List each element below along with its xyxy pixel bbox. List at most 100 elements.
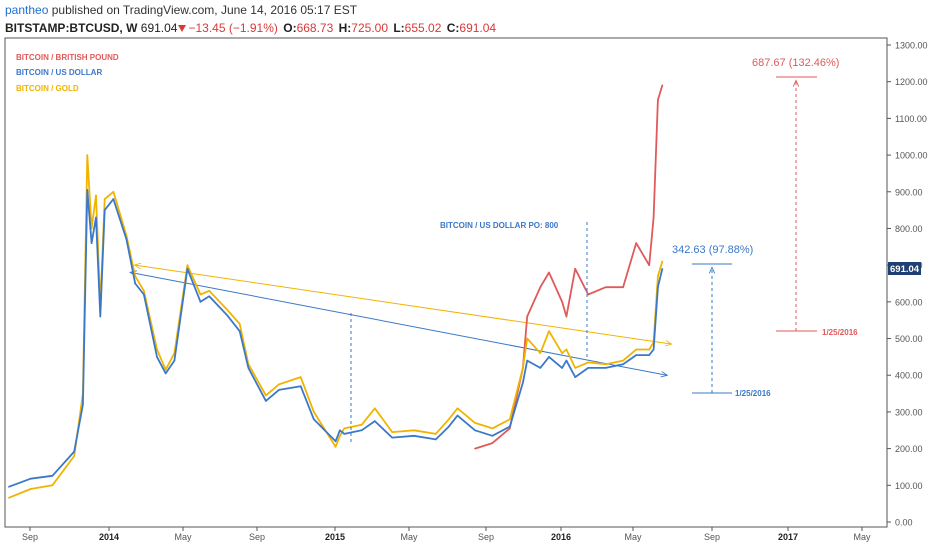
data-point-usd (339, 429, 341, 432)
open-label: O: (283, 21, 297, 35)
data-point-gold (434, 433, 437, 435)
x-axis[interactable]: Sep 2014 May Sep 2015 May Sep 2016 May Sep 2017 May (22, 527, 871, 542)
data-point-gbp (652, 216, 655, 219)
data-point-usd (509, 425, 511, 428)
data-point-gbp (661, 84, 664, 87)
legend-gbp: BITCOIN / BRITISH POUND (16, 53, 119, 62)
data-point-gold (339, 434, 341, 437)
data-point-gold (391, 431, 393, 433)
data-point-usd (574, 376, 576, 378)
data-point-gold (225, 308, 228, 310)
data-point-usd (343, 433, 346, 435)
y-tick-label: 200.00 (895, 444, 923, 454)
data-point-gold (265, 394, 267, 397)
data-point-usd (173, 359, 176, 362)
trendlines[interactable] (131, 265, 671, 375)
current-price-badge-bg (888, 262, 921, 275)
plot-frame (4, 37, 888, 528)
x-tick-label: May (174, 532, 192, 542)
y-tick-label: 900.00 (895, 187, 923, 197)
data-point-gold (86, 154, 89, 156)
price-down-arrow-icon (178, 25, 187, 33)
data-point-usd (8, 485, 10, 488)
open-value: 668.73 (296, 21, 334, 35)
data-point-gold (51, 484, 54, 487)
usd-date-label: 1/25/2016 (735, 389, 771, 398)
data-point-gbp (561, 301, 563, 303)
x-tick-label: Sep (249, 532, 265, 542)
data-point-usd (373, 420, 376, 422)
data-point-gold (526, 337, 529, 340)
data-point-usd (125, 238, 128, 241)
x-tick-label: 2017 (778, 532, 798, 542)
legend-gold: BITCOIN / GOLD (16, 84, 79, 93)
data-point-gold (299, 376, 302, 378)
data-point-gbp (526, 315, 529, 318)
data-point-usd (186, 268, 189, 270)
gold-trendline[interactable] (135, 265, 671, 344)
data-point-usd (456, 414, 459, 417)
x-tick-label: Sep (22, 532, 38, 542)
data-point-usd (648, 354, 651, 356)
data-point-usd (199, 301, 202, 303)
data-point-gold (73, 455, 75, 457)
data-point-usd (652, 348, 655, 351)
x-tick-label: 2015 (325, 532, 345, 542)
data-point-usd (103, 209, 106, 211)
data-point-gold (661, 260, 664, 263)
x-tick-label: 2014 (99, 532, 119, 542)
data-point-gbp (539, 286, 542, 288)
symbol-line: BITSTAMP:BTCUSD, W 691.04 −13.45 (−1.91%)… (5, 21, 496, 35)
data-point-gbp (565, 315, 568, 318)
y-tick-label: 400.00 (895, 371, 923, 381)
data-point-usd (134, 282, 136, 285)
data-point-usd (247, 367, 250, 369)
data-point-gold (208, 290, 211, 292)
data-point-gold (143, 290, 145, 292)
data-point-usd (73, 450, 75, 453)
data-point-usd (565, 359, 568, 362)
data-point-gold (156, 348, 158, 351)
data-point-gold (587, 361, 590, 364)
x-tick-label: May (853, 532, 871, 542)
data-point-gold (448, 418, 450, 421)
data-point-usd (86, 189, 89, 191)
data-point-gold (134, 275, 136, 277)
data-point-gold (373, 407, 376, 410)
y-tick-label: 800.00 (895, 224, 923, 234)
y-axis[interactable]: 0.00 100.00 200.00 300.00 400.00 500.00 600.00… (887, 41, 928, 528)
data-point-usd (51, 474, 54, 477)
data-point-gold (164, 368, 167, 371)
published-text: published on TradingView.com, June 14, 2… (51, 3, 358, 17)
series-line-gbp[interactable] (474, 85, 664, 450)
x-tick-label: Sep (704, 532, 720, 542)
data-point-usd (95, 216, 97, 219)
data-point-usd (156, 356, 158, 358)
data-point-usd (448, 425, 450, 428)
y-tick-label: 300.00 (895, 407, 923, 417)
data-point-usd (90, 242, 93, 244)
data-point-gold (413, 429, 415, 432)
data-point-gold (8, 496, 10, 499)
y-tick-label: 600.00 (895, 297, 923, 307)
y-tick-label: 1100.00 (895, 114, 927, 124)
x-tick-label: 2016 (551, 532, 571, 542)
data-point-usd (526, 359, 529, 362)
data-point-usd (208, 295, 211, 298)
series-line-usd[interactable] (8, 188, 664, 488)
close-label: C: (446, 21, 460, 35)
price-change: −13.45 (−1.91%) (188, 21, 278, 35)
gbp-date-label: 1/25/2016 (822, 328, 858, 337)
data-point-gbp (574, 268, 576, 270)
data-point-gold (29, 488, 32, 490)
data-point-gbp (548, 271, 550, 274)
usd-trendline[interactable] (131, 272, 667, 375)
data-point-usd (635, 354, 637, 356)
author-link[interactable]: pantheo (5, 3, 49, 17)
data-point-gold (491, 427, 494, 430)
data-point-gbp (648, 264, 651, 266)
data-point-gold (539, 352, 542, 355)
data-point-gbp (622, 286, 624, 288)
data-point-usd (434, 438, 437, 441)
